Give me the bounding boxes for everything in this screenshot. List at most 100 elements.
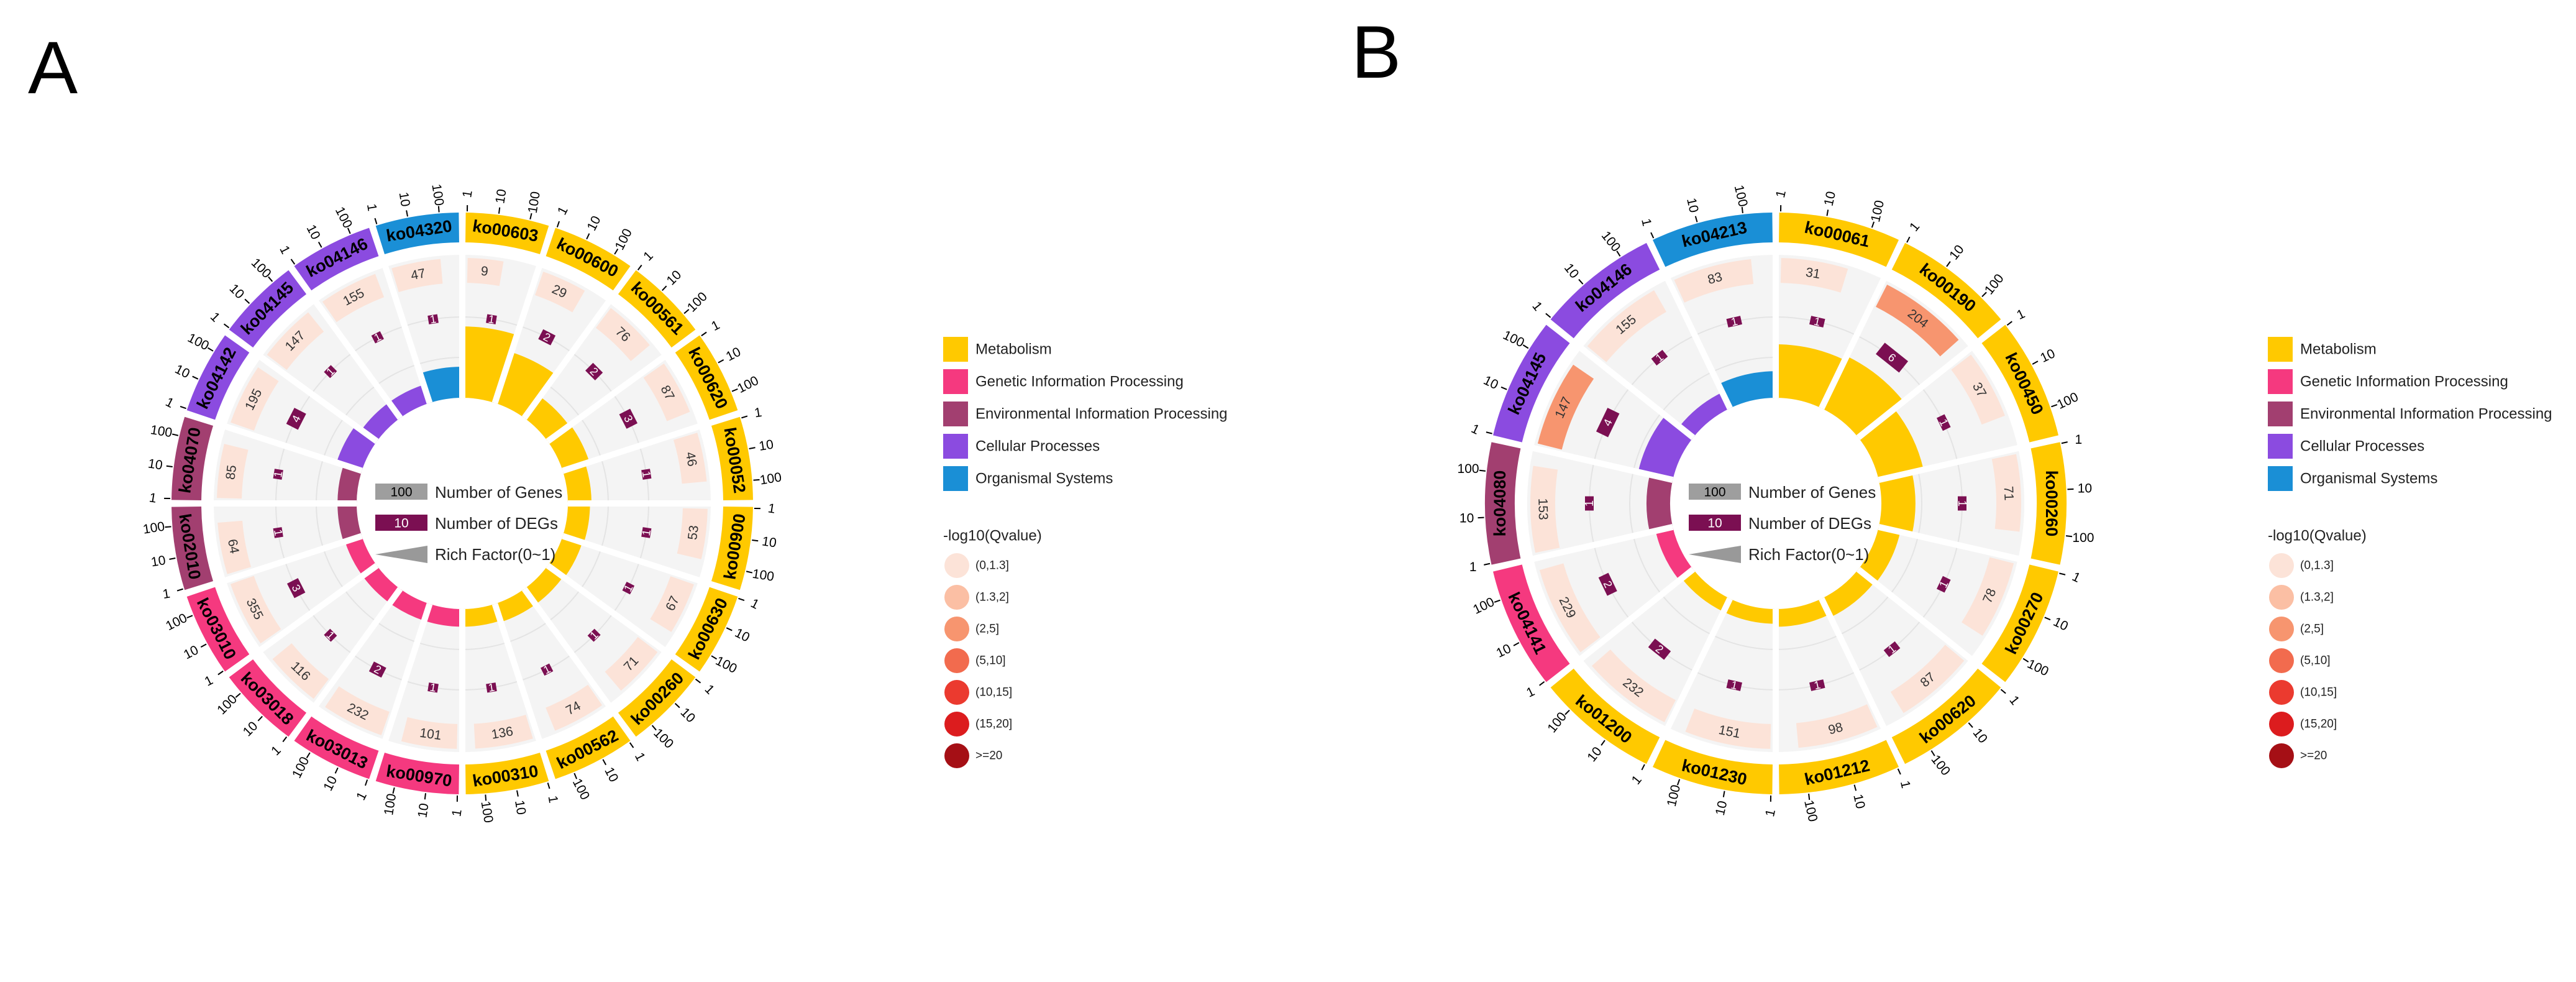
qvalue-legend-dot (944, 617, 969, 641)
scale-tick-label: 100 (1928, 753, 1953, 779)
sector-divider (1878, 523, 2021, 562)
panel-b-letter: B (1351, 11, 1401, 94)
rich-factor-bar (1858, 527, 1901, 583)
pathway-segment (546, 227, 631, 291)
scale-tick-label: 1 (1763, 808, 1778, 819)
scale-tick-label: 10 (2078, 482, 2092, 496)
gene-count-bar (1587, 290, 1666, 362)
scale-tick-mark (2061, 441, 2068, 444)
degs-swatch-value: 10 (1707, 516, 1722, 531)
scale-tick-label: 1 (754, 405, 763, 421)
scale-tick-mark (180, 405, 186, 410)
scale-tick-label: 100 (163, 611, 190, 633)
scale-tick-mark (2051, 404, 2058, 408)
gene-count-bar (535, 272, 585, 313)
qvalue-legend-label: >=20 (2300, 750, 2327, 763)
scale-tick-label: 1 (208, 310, 223, 325)
rich-legend-label: Rich Factor(0~1) (1748, 545, 1869, 564)
rich-factor-bar (1822, 569, 1875, 617)
genes-swatch (375, 484, 427, 500)
qvalue-legend-dot (944, 712, 969, 736)
gene-count-bar (467, 258, 504, 287)
scale-tick-mark (651, 725, 657, 731)
scale-tick-mark (268, 276, 273, 282)
sector-divider (1856, 567, 1973, 662)
scale-tick-mark (498, 207, 501, 214)
scale-tick-mark (1601, 740, 1605, 746)
scale-tick-mark (347, 227, 351, 234)
deg-count-bar (1596, 408, 1620, 438)
scale-tick-label: 1 (767, 501, 776, 516)
panel-a-legend: Metabolism Genetic Information Processing… (943, 337, 1228, 768)
scale-tick-label: 10 (1713, 799, 1730, 817)
gene-count-bar (650, 576, 694, 632)
scale-tick-label: 100 (2055, 390, 2081, 412)
scale-tick-mark (1641, 764, 1645, 771)
gene-count-bar (217, 444, 249, 499)
pathway-segment (1653, 740, 1773, 794)
scale-tick-mark (2044, 617, 2051, 621)
scale-tick-label: 10 (415, 802, 431, 819)
gene-count-label: 47 (409, 266, 426, 283)
scale-tick-label: 1 (460, 190, 475, 199)
scale-tick-label: 10 (601, 765, 621, 784)
scale-tick-label: 10 (147, 456, 164, 472)
rich-factor-bar (1679, 392, 1730, 438)
qvalue-legend-label: (10,15] (975, 686, 1012, 699)
scale-tick-mark (1722, 791, 1725, 797)
gene-count-bar (473, 714, 533, 749)
deg-count-bar (1726, 679, 1742, 691)
rich-factor-bar (1647, 475, 1673, 532)
scale-tick-mark (1650, 232, 1655, 239)
scale-tick-label: 1 (268, 743, 284, 759)
scale-tick-mark (257, 715, 263, 722)
scale-tick-mark (200, 643, 207, 648)
sector-divider (258, 354, 379, 444)
deg-count-label: 1 (272, 528, 285, 536)
pathway-segment (375, 213, 459, 255)
scale-tick-label: 100 (1801, 799, 1820, 823)
scale-tick-mark (586, 233, 590, 240)
qvalue-legend-dot (2269, 617, 2294, 641)
pathway-segment (1891, 668, 2001, 764)
scale-tick-mark (614, 248, 619, 255)
scale-tick-label: 100 (613, 226, 635, 252)
category-legend-swatch (2268, 369, 2293, 394)
scale-tick-label: 10 (1684, 196, 1701, 214)
category-legend-label: Organismal Systems (975, 470, 1113, 487)
deg-count-bar (641, 469, 652, 480)
scale-tick-label: 1 (148, 490, 158, 506)
scale-tick-label: 100 (759, 470, 782, 487)
rich-factor-bar (1719, 371, 1776, 408)
gene-count-bar (677, 508, 708, 559)
pathway-segment (2030, 442, 2067, 565)
scale-tick-label: 1 (1773, 189, 1789, 200)
deg-count-bar (1958, 496, 1966, 511)
qvalue-legend-label: (1.3,2] (975, 591, 1009, 604)
gene-count-label: 31 (1805, 265, 1822, 282)
deg-count-label: 1 (429, 681, 437, 694)
deg-count-bar (273, 527, 283, 538)
scale-tick-label: 1 (276, 244, 293, 257)
degs-swatch (375, 515, 427, 531)
scale-tick-mark (674, 703, 680, 709)
qvalue-legend-dot (2269, 585, 2294, 610)
scale-tick-mark (2032, 360, 2039, 365)
scale-tick-mark (516, 790, 519, 797)
sector-divider (313, 587, 403, 708)
scale-tick-mark (1539, 681, 1545, 686)
degs-swatch-value: 10 (394, 516, 408, 531)
category-legend-swatch (2268, 466, 2293, 491)
pathway-segment (186, 335, 250, 420)
rich-factor-bar (1638, 416, 1693, 480)
scale-tick-label: 1 (709, 318, 722, 334)
scale-tick-label: 100 (1732, 184, 1750, 208)
scale-tick-label: 10 (758, 438, 775, 454)
scale-tick-label: 100 (713, 654, 739, 676)
deg-count-bar (541, 663, 554, 676)
deg-count-bar (1809, 316, 1825, 328)
scale-tick-label: 1 (449, 808, 465, 817)
scale-tick-mark (235, 692, 241, 698)
scale-tick-mark (602, 759, 607, 766)
